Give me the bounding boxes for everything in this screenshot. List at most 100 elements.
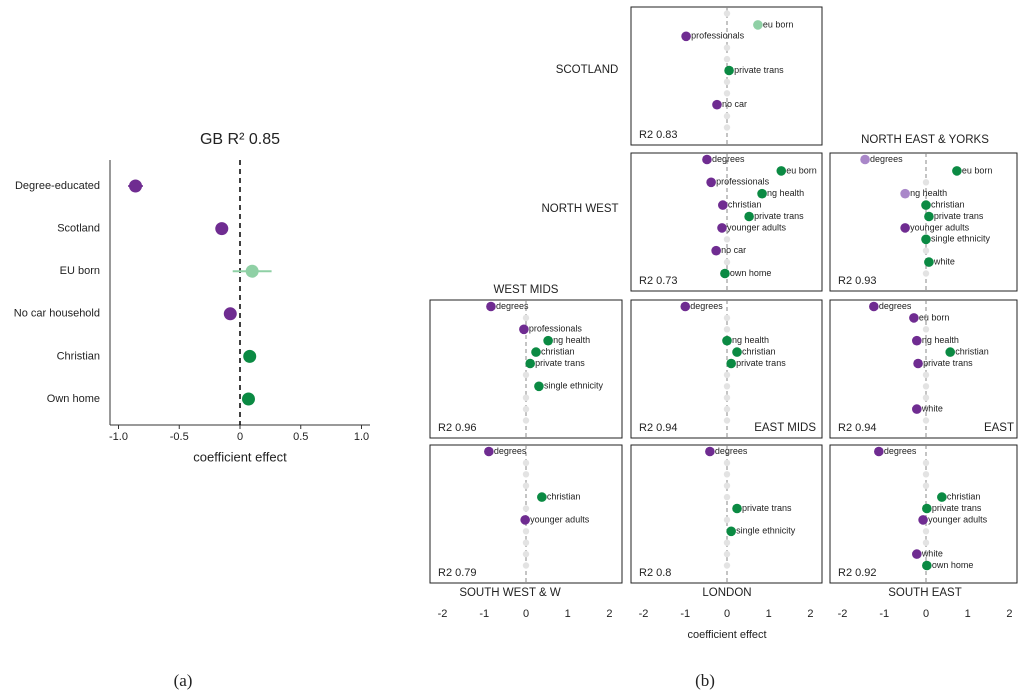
r2-note: R2 0.79 [438, 567, 477, 579]
minor-dot [522, 528, 530, 535]
dot [921, 200, 931, 210]
dot-label: degrees [712, 154, 745, 164]
dot-label: christian [547, 491, 581, 501]
minor-dot [922, 528, 930, 535]
y-tick-label: Degree-educated [15, 180, 100, 192]
minor-dot [723, 258, 731, 266]
dot-label: private trans [932, 503, 982, 513]
x-axis-label: coefficient effect [687, 629, 766, 641]
panel-title: LONDON [702, 587, 751, 599]
minor-dot [922, 383, 930, 390]
dot [519, 324, 529, 335]
dot [922, 503, 932, 514]
minor-dot [723, 326, 731, 333]
minor-dot [922, 247, 930, 254]
panel-title: WEST MIDS [494, 284, 559, 296]
dot [717, 223, 727, 233]
dot-label: younger adults [910, 222, 970, 232]
minor-dot [922, 539, 930, 546]
minor-dot [723, 417, 731, 424]
dot-label: ng health [910, 188, 947, 198]
dot [215, 222, 229, 236]
panel-title: SCOTLAND [556, 64, 619, 76]
dot-label: own home [932, 560, 974, 570]
minor-dot [522, 550, 530, 558]
panel-title: EAST [984, 422, 1014, 434]
minor-dot [522, 394, 530, 401]
dot [860, 154, 870, 165]
r2-note: R2 0.92 [838, 567, 877, 579]
dot-label: single ethnicity [544, 381, 604, 391]
dot-label: white [921, 403, 943, 413]
y-tick-label: No car household [14, 308, 100, 320]
minor-dot [723, 314, 731, 322]
x-tick-label: 1.0 [354, 431, 369, 443]
dot-label: christian [742, 346, 776, 356]
dot-label: private trans [923, 358, 973, 368]
minor-dot [522, 505, 530, 512]
x-tick-label: 2 [606, 608, 612, 620]
dot-label: white [933, 256, 955, 266]
dot [520, 515, 530, 525]
dot [242, 392, 256, 406]
dot [534, 381, 544, 392]
dot [486, 301, 496, 312]
dot [722, 335, 732, 346]
minor-dot [723, 236, 731, 243]
x-tick-label: -2 [639, 608, 649, 620]
minor-dot [723, 550, 731, 558]
dot [706, 177, 716, 188]
minor-dot [922, 482, 930, 489]
r2-note: R2 0.96 [438, 422, 477, 434]
r2-note: R2 0.8 [639, 567, 671, 579]
dot-label: private trans [736, 358, 786, 368]
r2-note: R2 0.94 [639, 422, 678, 434]
dot-label: single ethnicity [736, 526, 796, 536]
dot [718, 200, 728, 210]
y-tick-label: Own home [47, 393, 100, 405]
minor-dot [922, 417, 930, 424]
x-tick-label: 1 [565, 608, 571, 620]
dot [776, 166, 787, 176]
minor-dot [723, 539, 731, 546]
minor-dot [723, 482, 731, 489]
dot-label: degrees [496, 301, 529, 311]
minor-dot [522, 539, 530, 546]
x-tick-label: 1 [965, 608, 971, 620]
r2-note: R2 0.93 [838, 275, 877, 287]
dot-label: christian [947, 491, 981, 501]
x-tick-label: 0 [523, 608, 529, 620]
dot [744, 211, 754, 222]
dot [129, 179, 143, 193]
dot-label: eu born [763, 19, 794, 29]
panel-frame [829, 444, 1018, 584]
dot [681, 31, 691, 42]
caption: (a) [174, 671, 193, 690]
dot-label: ng health [767, 188, 804, 198]
dot [712, 99, 722, 110]
minor-dot [723, 383, 731, 390]
minor-dot [522, 471, 530, 478]
dot-label: younger adults [530, 514, 590, 524]
dot-label: ng health [732, 335, 769, 345]
minor-dot [723, 90, 731, 97]
minor-dot [723, 44, 731, 51]
dot [869, 301, 879, 312]
dot-label: professionals [716, 177, 770, 187]
minor-dot [522, 459, 530, 467]
minor-dot [723, 516, 731, 524]
dot [726, 358, 736, 369]
dot [711, 245, 721, 256]
dot-label: degrees [879, 301, 912, 311]
dot-label: christian [541, 346, 575, 356]
dot [724, 65, 734, 76]
panel-title: SOUTH WEST & W [459, 587, 561, 599]
dot [245, 264, 259, 278]
dot-label: christian [931, 199, 965, 209]
dot-label: degrees [494, 446, 527, 456]
dot-label: professionals [691, 31, 745, 41]
minor-dot [723, 78, 731, 86]
dot [912, 335, 922, 346]
minor-dot [922, 326, 930, 333]
